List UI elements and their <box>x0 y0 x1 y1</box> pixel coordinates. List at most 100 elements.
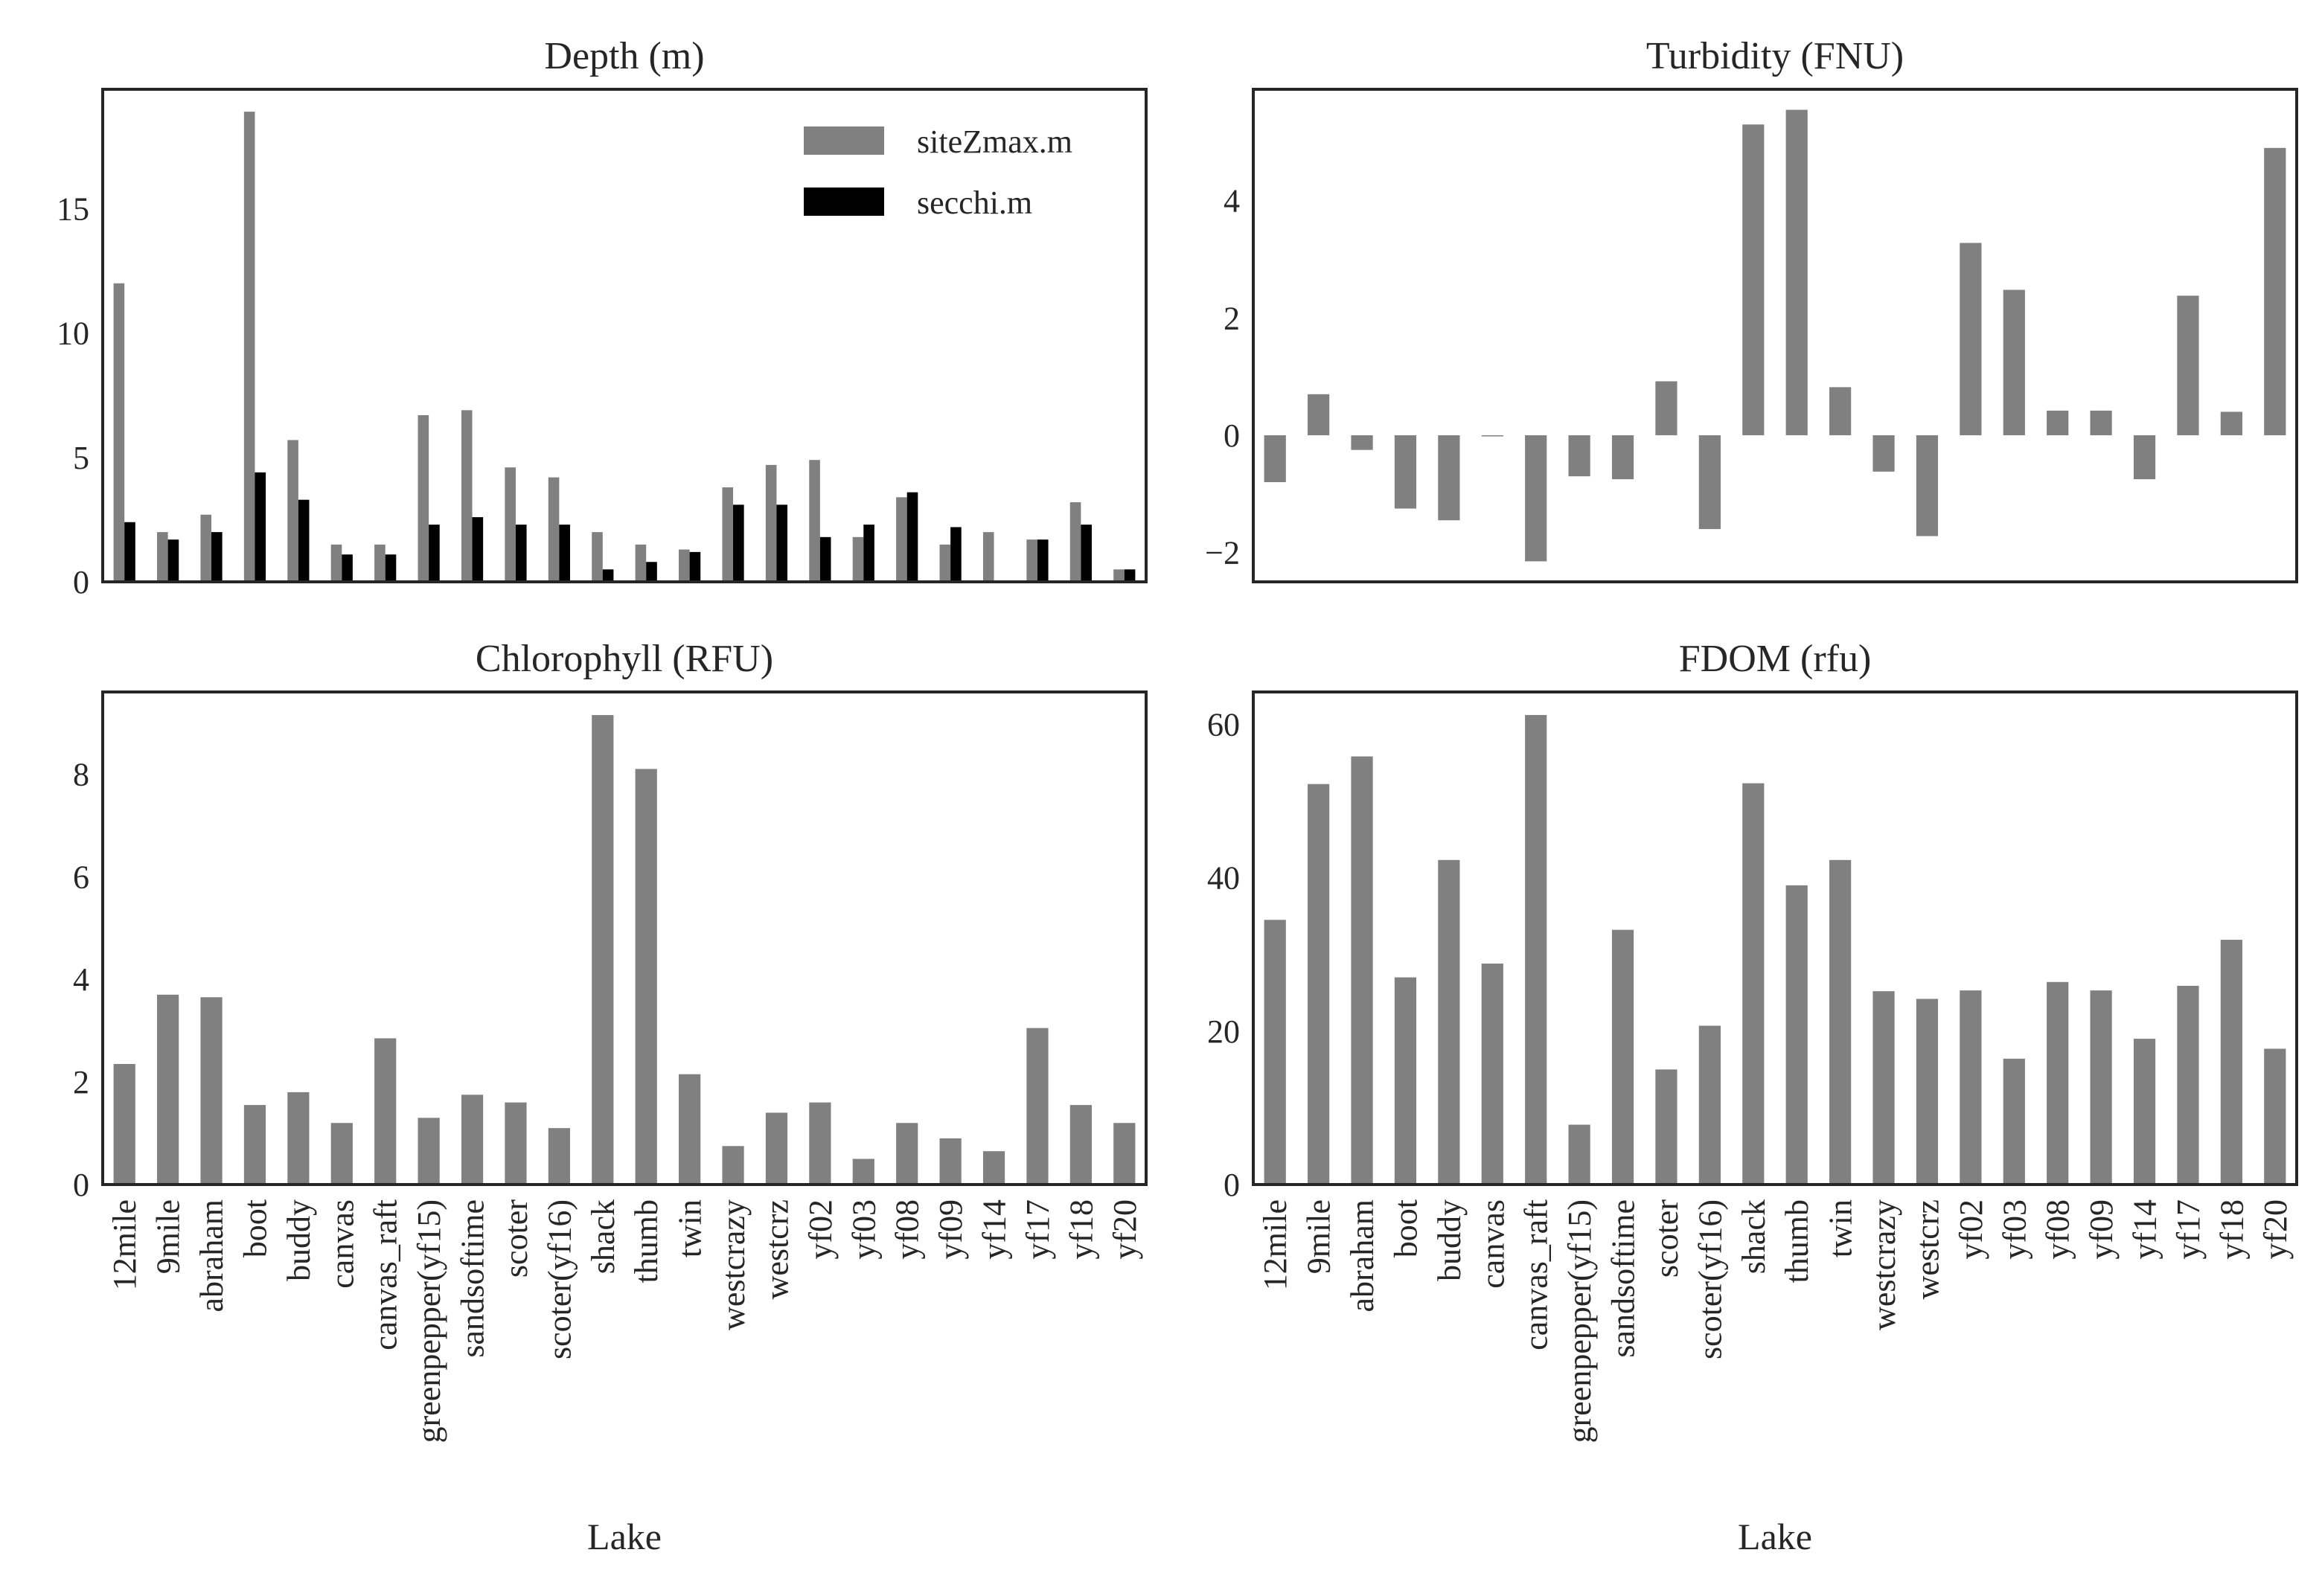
turbidity-panel: Turbidity (FNU) −2 0 2 4 <box>1205 35 2298 583</box>
turbidity-bar-scoter <box>1655 381 1677 435</box>
turbidity-bar-boot <box>1394 435 1417 509</box>
depth-bar-sandsoftime-secchi-m <box>472 517 484 582</box>
chlorophyll-bar-greenpepper-yf15 <box>418 1118 440 1185</box>
depth-plot-frame <box>101 88 1148 583</box>
turbidity-bar-yf20 <box>2264 147 2286 435</box>
chlorophyll-bar-12mile <box>113 1063 135 1185</box>
chlorophyll-plot-frame <box>101 690 1148 1186</box>
fdom-x-tick-label-yf02: yf02 <box>1953 1199 1989 1260</box>
turbidity-y-tick-label: 0 <box>1224 417 1240 454</box>
fdom-x-tick-label-shack: shack <box>1736 1199 1772 1274</box>
fdom-x-tick-label-abraham: abraham <box>1344 1199 1381 1312</box>
chlorophyll-bar-yf20 <box>1113 1123 1136 1185</box>
fdom-plot-frame <box>1252 690 2298 1186</box>
turbidity-bar-westcrazy <box>1872 435 1895 472</box>
chlorophyll-bar-canvas <box>330 1123 353 1185</box>
fdom-title: FDOM (rfu) <box>1679 638 1872 680</box>
chlorophyll-bar-yf09 <box>939 1138 962 1185</box>
fdom-bar-yf03 <box>2003 1058 2025 1185</box>
turbidity-plot-frame <box>1252 88 2298 583</box>
fdom-x-tick-label-greenpepper-yf15: greenpepper(yf15) <box>1561 1199 1598 1443</box>
chlorophyll-bar-westcrazy <box>722 1146 744 1185</box>
turbidity-bar-yf02 <box>1960 243 1982 435</box>
fdom-x-tick-label-westcrz: westcrz <box>1909 1199 1945 1299</box>
fdom-bar-9mile <box>1308 783 1330 1185</box>
depth-bar-yf03-sitezmax-m <box>852 536 864 582</box>
fdom-y-tick-label: 20 <box>1207 1013 1240 1050</box>
depth-bar-canvas-raft-secchi-m <box>385 554 397 582</box>
legend-swatch-secchi-m <box>804 188 884 216</box>
depth-bar-12mile-sitezmax-m <box>113 283 125 582</box>
chlorophyll-bar-canvas-raft <box>374 1038 397 1185</box>
turbidity-y-tick-label: −2 <box>1205 535 1240 571</box>
depth-bar-yf09-sitezmax-m <box>939 544 951 582</box>
chlorophyll-bar-shack <box>592 715 614 1185</box>
chlorophyll-bar-9mile <box>157 994 179 1185</box>
chlorophyll-bar-abraham <box>200 997 223 1185</box>
fdom-y-tick-label: 60 <box>1207 706 1240 743</box>
depth-bar-yf03-secchi-m <box>863 525 874 582</box>
fdom-x-tick-label-twin: twin <box>1823 1199 1859 1257</box>
chlorophyll-x-axis-label: Lake <box>587 1516 662 1557</box>
fdom-bar-yf20 <box>2264 1048 2286 1185</box>
fdom-x-tick-label-boot: boot <box>1387 1199 1424 1257</box>
turbidity-bar-yf03 <box>2003 289 2025 435</box>
depth-bar-westcrz-secchi-m <box>776 504 788 582</box>
depth-bar-thumb-secchi-m <box>646 562 657 582</box>
depth-bar-thumb-sitezmax-m <box>635 544 647 582</box>
chlorophyll-x-tick-label-scoter: scoter <box>498 1199 534 1278</box>
fdom-x-tick-label-sandsoftime: sandsoftime <box>1605 1199 1642 1358</box>
depth-bar-twin-sitezmax-m <box>679 549 690 582</box>
fdom-bar-yf18 <box>2220 940 2242 1185</box>
turbidity-bar-yf08 <box>2047 410 2069 435</box>
chlorophyll-panel: Chlorophyll (RFU) 0 2 4 6 8 12mile 9mile abraham… <box>73 638 1148 1557</box>
fdom-x-tick-label-scoter-yf16: scoter(yf16) <box>1692 1199 1728 1359</box>
turbidity-bar-abraham <box>1351 435 1373 450</box>
depth-bar-greenpepper-yf15-sitezmax-m <box>418 414 429 582</box>
chlorophyll-y-tick-label: 2 <box>73 1064 89 1100</box>
chlorophyll-x-tick-label-canvas: canvas <box>324 1199 360 1289</box>
fdom-x-tick-label-buddy: buddy <box>1431 1199 1468 1281</box>
depth-bar-yf08-secchi-m <box>906 492 918 582</box>
depth-bar-buddy-sitezmax-m <box>287 440 298 582</box>
chlorophyll-x-tick-label-abraham: abraham <box>194 1199 230 1312</box>
chlorophyll-x-tick-label-yf02: yf02 <box>802 1199 839 1260</box>
fdom-x-axis-label: Lake <box>1738 1516 1812 1557</box>
chlorophyll-bar-yf18 <box>1069 1105 1092 1185</box>
chlorophyll-x-tick-label-shack: shack <box>585 1199 621 1274</box>
turbidity-bar-thumb <box>1785 109 1808 435</box>
chlorophyll-bar-thumb <box>635 769 657 1185</box>
chlorophyll-bar-buddy <box>287 1092 310 1185</box>
depth-y-tick-label: 5 <box>73 440 89 476</box>
turbidity-bar-greenpepper-yf15 <box>1568 435 1590 477</box>
fdom-y-tick-label: 40 <box>1207 860 1240 897</box>
chlorophyll-x-tick-label-yf14: yf14 <box>976 1199 1013 1260</box>
depth-y-tick-label: 0 <box>73 564 89 600</box>
chlorophyll-x-tick-label-greenpepper-yf15: greenpepper(yf15) <box>411 1199 447 1443</box>
depth-bar-yf20-secchi-m <box>1124 569 1136 582</box>
fdom-bar-westcrazy <box>1872 991 1895 1185</box>
fdom-bar-abraham <box>1351 756 1373 1185</box>
chlorophyll-bar-scoter <box>505 1102 527 1185</box>
depth-y-tick-label: 10 <box>57 315 89 352</box>
chlorophyll-x-tick-label-9mile: 9mile <box>150 1199 187 1274</box>
depth-bar-shack-secchi-m <box>602 569 614 582</box>
fdom-x-tick-label-yf03: yf03 <box>1996 1199 2032 1260</box>
depth-bar-twin-secchi-m <box>689 551 701 582</box>
fdom-bar-yf17 <box>2177 985 2199 1185</box>
turbidity-title: Turbidity (FNU) <box>1646 35 1904 77</box>
depth-bar-greenpepper-yf15-secchi-m <box>429 525 440 582</box>
depth-bar-boot-sitezmax-m <box>243 112 255 583</box>
legend-swatch-sitezmax-m <box>804 126 884 155</box>
fdom-bar-buddy <box>1438 859 1460 1185</box>
depth-bar-shack-sitezmax-m <box>592 532 603 582</box>
fdom-bar-yf08 <box>2047 981 2069 1185</box>
turbidity-bar-canvas <box>1481 435 1503 437</box>
depth-bar-boot-secchi-m <box>255 472 266 582</box>
chlorophyll-x-tick-label-thumb: thumb <box>628 1199 665 1283</box>
fdom-bar-yf02 <box>1960 990 1982 1185</box>
depth-bar-scoter-yf16-sitezmax-m <box>548 477 560 582</box>
chlorophyll-bar-westcrz <box>765 1112 788 1185</box>
fdom-x-tick-label-12mile: 12mile <box>1257 1199 1293 1290</box>
chlorophyll-x-tick-label-yf18: yf18 <box>1063 1199 1099 1260</box>
